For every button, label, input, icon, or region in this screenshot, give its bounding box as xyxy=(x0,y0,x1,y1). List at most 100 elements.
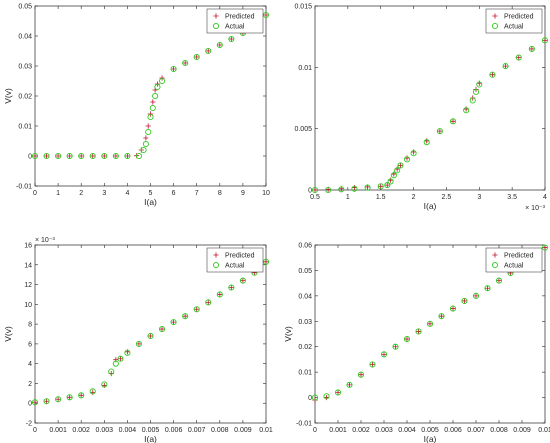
actual-point xyxy=(117,355,124,362)
legend-actual-label: Actual xyxy=(504,24,524,31)
actual-point xyxy=(515,54,522,61)
x-tick-label: 8 xyxy=(218,190,222,197)
predicted-point xyxy=(117,356,124,362)
predicted-point xyxy=(437,128,443,134)
actual-point xyxy=(528,45,535,52)
actual-point xyxy=(78,392,85,399)
y-axis-label: V(v) xyxy=(283,326,293,342)
x-tick-label: 5 xyxy=(149,190,153,197)
legend-predicted-label: Predicted xyxy=(225,253,255,260)
predicted-point xyxy=(484,285,491,291)
actual-point xyxy=(438,313,445,320)
actual-point xyxy=(152,92,159,100)
actual-point xyxy=(154,83,161,91)
actual-point xyxy=(472,88,480,95)
predicted-point xyxy=(43,153,50,159)
actual-point xyxy=(193,53,200,61)
x-tick-label: 0.004 xyxy=(119,427,137,434)
y-axis-exponent: × 10⁻³ xyxy=(35,237,56,244)
actual-point xyxy=(541,244,549,251)
y-tick-label: 0.02 xyxy=(18,94,32,101)
x-tick-label: 0.009 xyxy=(234,427,252,434)
y-tick-label: 0.03 xyxy=(298,319,312,326)
predicted-point xyxy=(32,153,38,159)
y-tick-label: 16 xyxy=(24,243,32,250)
predicted-point xyxy=(78,392,84,398)
actual-point xyxy=(380,351,388,358)
predicted-point xyxy=(145,123,151,129)
x-tick-label: 6 xyxy=(172,190,176,197)
actual-point xyxy=(142,140,149,148)
legend: Predicted Actual xyxy=(485,8,543,34)
y-tick-label: 0 xyxy=(28,401,32,408)
y-tick-label: 0 xyxy=(308,188,312,195)
actual-point xyxy=(463,107,470,114)
predicted-point xyxy=(473,293,479,299)
y-tick-label: 0.03 xyxy=(18,64,32,71)
actual-point xyxy=(182,59,189,67)
predicted-point xyxy=(397,162,404,169)
plot-2: 0.5 1 1.5 2 2.5 3 3.5 4 0 0.005 0.01 0.015 I(a) × 10⁻… xyxy=(294,4,549,212)
plot-3: 0 0.001 0.002 0.003 0.004 0.005 0.006 0.007 0.00… xyxy=(3,237,273,443)
legend-actual-marker xyxy=(212,22,220,30)
series-actual xyxy=(31,258,270,406)
actual-point xyxy=(158,326,166,333)
predicted-point xyxy=(43,398,50,404)
x-tick-label: 0.005 xyxy=(421,427,439,434)
actual-point xyxy=(101,381,108,388)
actual-point xyxy=(216,291,223,298)
actual-point xyxy=(449,305,457,312)
predicted-point xyxy=(529,46,535,52)
actual-point xyxy=(66,394,73,401)
predicted-point xyxy=(346,382,353,388)
x-tick-label: 0.001 xyxy=(49,427,67,434)
actual-point xyxy=(311,186,319,194)
x-tick-label: 0.007 xyxy=(467,427,485,434)
predicted-point xyxy=(496,278,502,284)
predicted-point xyxy=(378,183,384,189)
predicted-point xyxy=(384,182,390,188)
actual-point xyxy=(145,128,152,136)
actual-point xyxy=(541,37,549,44)
actual-point xyxy=(472,292,480,299)
y-tick-label: 0.01 xyxy=(298,65,312,72)
actual-point xyxy=(403,156,411,163)
actual-point xyxy=(334,389,342,396)
actual-point xyxy=(170,65,177,73)
x-tick-label: 0.007 xyxy=(188,427,206,434)
y-tick-label: 2 xyxy=(28,381,32,388)
actual-point xyxy=(101,152,108,160)
y-tick-label: 0.005 xyxy=(294,126,312,133)
predicted-point xyxy=(67,394,73,400)
x-tick-label: 0 xyxy=(313,427,317,434)
series-actual xyxy=(311,37,549,194)
actual-point xyxy=(436,128,443,135)
predicted-point xyxy=(427,321,433,327)
predicted-point xyxy=(461,298,468,304)
predicted-point xyxy=(194,54,200,60)
x-tick-label: 0.005 xyxy=(142,427,160,434)
actual-point xyxy=(55,152,62,160)
actual-point xyxy=(55,396,62,403)
x-tick-label: 0.003 xyxy=(375,427,393,434)
y-axis-label: V(v) xyxy=(3,326,13,342)
actual-point xyxy=(351,185,358,192)
actual-point xyxy=(476,81,483,88)
predicted-point xyxy=(113,153,119,159)
x-tick-label: 0.008 xyxy=(490,427,508,434)
actual-point xyxy=(31,399,39,406)
actual-point xyxy=(78,152,85,160)
actual-point xyxy=(149,104,156,112)
predicted-point xyxy=(369,361,376,368)
actual-point xyxy=(484,285,491,292)
x-axis-label: I(a) xyxy=(424,201,437,211)
actual-point xyxy=(394,167,401,174)
actual-point xyxy=(323,393,330,400)
y-tick-label: 0.015 xyxy=(294,4,312,11)
y-tick-label: 0.04 xyxy=(298,293,312,300)
predicted-point xyxy=(205,48,211,54)
predicted-point xyxy=(335,389,341,396)
x-tick-label: 0.5 xyxy=(310,194,320,201)
legend-predicted-marker xyxy=(492,252,498,258)
actual-point xyxy=(108,368,115,375)
